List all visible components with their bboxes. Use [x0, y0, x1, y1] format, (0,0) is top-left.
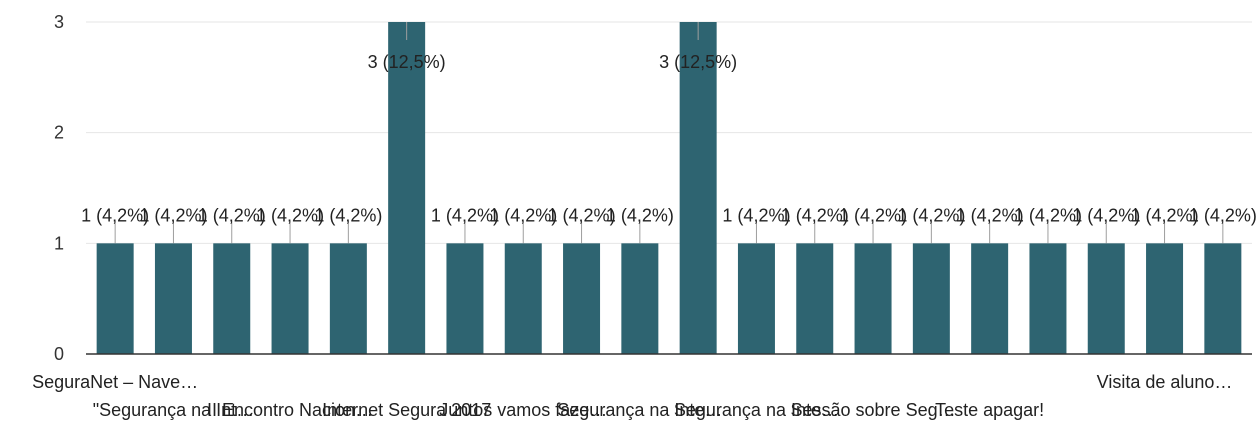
bar — [1029, 243, 1067, 354]
data-label: 1 (4,2%) — [489, 205, 557, 225]
x-tick-label: Teste apagar! — [935, 400, 1044, 420]
y-tick-label: 3 — [54, 12, 64, 32]
bar — [1087, 243, 1125, 354]
data-label: 3 (12,5%) — [659, 52, 737, 72]
data-label: 1 (4,2%) — [1189, 205, 1256, 225]
y-tick-label: 0 — [54, 344, 64, 364]
x-tick-label: Visita de aluno… — [1097, 372, 1233, 392]
data-label: 1 (4,2%) — [1014, 205, 1082, 225]
data-label: 1 (4,2%) — [1072, 205, 1140, 225]
data-label: 1 (4,2%) — [781, 205, 849, 225]
data-label: 1 (4,2%) — [897, 205, 965, 225]
bar — [388, 22, 426, 354]
data-label: 1 (4,2%) — [548, 205, 616, 225]
data-label: 1 (4,2%) — [314, 205, 382, 225]
bar — [971, 243, 1009, 354]
bar — [563, 243, 601, 354]
x-tick-label: "Segurança na Int… — [93, 400, 255, 420]
data-label: 1 (4,2%) — [956, 205, 1024, 225]
x-axis: SeguraNet – Nave… "Segurança na Int…II En… — [32, 353, 1252, 420]
bar — [504, 243, 542, 354]
bar — [329, 243, 367, 354]
y-tick-label: 1 — [54, 233, 64, 253]
bar — [154, 243, 192, 354]
bar — [1204, 243, 1242, 354]
x-tick-label: Internet Segura 2017 — [322, 400, 491, 420]
data-label: 1 (4,2%) — [1131, 205, 1199, 225]
data-label: 3 (12,5%) — [368, 52, 446, 72]
x-tick-label: Segurança na Inte… — [557, 400, 722, 420]
data-label: 1 (4,2%) — [606, 205, 674, 225]
x-tick-label: Juntos vamos faze… — [439, 400, 607, 420]
bar — [621, 243, 659, 354]
x-tick-label: SeguraNet – Nave… — [32, 372, 198, 392]
data-labels: 1 (4,2%)1 (4,2%)1 (4,2%)1 (4,2%)1 (4,2%)… — [81, 22, 1256, 244]
bar — [854, 243, 892, 354]
bar — [679, 22, 717, 354]
y-tick-label: 2 — [54, 123, 64, 143]
bar — [796, 243, 834, 354]
bar — [96, 243, 134, 354]
data-label: 1 (4,2%) — [839, 205, 907, 225]
x-tick-label: II Encontro Nacion… — [207, 400, 373, 420]
bar — [1146, 243, 1184, 354]
data-label: 1 (4,2%) — [139, 205, 207, 225]
x-tick-label: Segurança na Inte… — [674, 400, 839, 420]
data-label: 1 (4,2%) — [431, 205, 499, 225]
data-label: 1 (4,2%) — [81, 205, 149, 225]
bar — [737, 243, 775, 354]
data-label: 1 (4,2%) — [722, 205, 790, 225]
data-label: 1 (4,2%) — [198, 205, 266, 225]
x-tick-label: Sessão sobre Seg… — [791, 400, 956, 420]
data-label: 1 (4,2%) — [256, 205, 324, 225]
bar — [213, 243, 251, 354]
bars — [96, 22, 1242, 354]
bar — [271, 243, 309, 354]
y-axis: 0 1 2 3 — [54, 12, 64, 364]
bar — [912, 243, 950, 354]
bar — [446, 243, 484, 354]
